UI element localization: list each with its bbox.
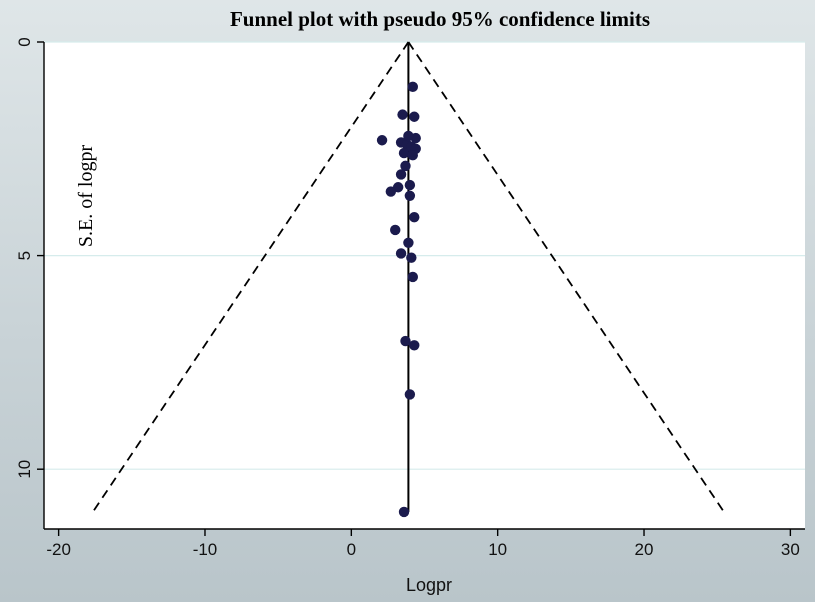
x-tick-label: 10: [488, 540, 507, 559]
lower-ci-line: [92, 41, 410, 513]
y-tick-label: 0: [15, 37, 34, 46]
study-point: [403, 237, 414, 248]
study-point: [404, 190, 416, 201]
y-tick-label: 5: [15, 251, 34, 260]
x-tick-label: 20: [635, 540, 654, 559]
upper-ci-line: [407, 41, 725, 513]
gridlines: [44, 41, 805, 470]
study-point: [385, 186, 397, 197]
study-point: [403, 130, 414, 142]
study-point: [400, 160, 411, 172]
x-tick-label: 30: [781, 540, 800, 559]
x-axis-label: Logpr: [406, 575, 452, 595]
study-point: [409, 111, 420, 122]
y-axis-label: S.E. of logpr: [75, 145, 97, 248]
study-point: [407, 81, 418, 93]
chart-title: Funnel plot with pseudo 95% confidence l…: [230, 7, 650, 31]
study-point: [407, 150, 418, 161]
study-point: [390, 224, 401, 236]
y-tick-label: 10: [15, 460, 34, 479]
study-point: [407, 271, 418, 283]
study-point: [395, 248, 407, 259]
study-point: [406, 252, 417, 263]
axes: -20 -10 0 10 20 30 0 5 10: [15, 37, 805, 559]
study-point: [409, 340, 420, 351]
study-point: [397, 109, 408, 120]
study-point: [395, 169, 407, 180]
x-tick-label: 0: [347, 540, 356, 559]
study-point: [404, 179, 416, 191]
study-point: [404, 389, 416, 400]
study-point: [398, 147, 410, 159]
study-points: [376, 81, 421, 518]
study-point: [376, 135, 388, 146]
study-point: [409, 211, 420, 223]
x-tick-label: -20: [46, 540, 71, 559]
study-point: [398, 506, 410, 518]
plot-area: [44, 42, 805, 529]
x-tick-label: -10: [193, 540, 218, 559]
study-point: [400, 335, 411, 347]
